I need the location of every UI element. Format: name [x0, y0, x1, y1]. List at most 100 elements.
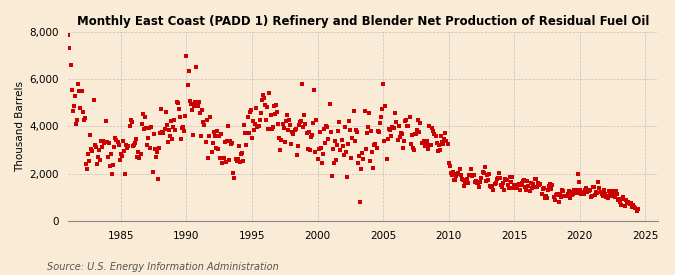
Point: [211, 146, 221, 150]
Point: [417, 141, 428, 145]
Point: [168, 124, 179, 129]
Point: [590, 192, 601, 197]
Point: [281, 113, 292, 118]
Point: [619, 204, 630, 208]
Point: [279, 139, 290, 144]
Point: [232, 159, 242, 163]
Point: [123, 144, 134, 148]
Point: [82, 167, 92, 171]
Point: [392, 138, 403, 142]
Point: [477, 170, 488, 174]
Point: [502, 183, 513, 187]
Point: [184, 69, 194, 74]
Point: [558, 189, 569, 193]
Point: [455, 173, 466, 177]
Point: [543, 188, 554, 193]
Point: [580, 188, 591, 192]
Point: [202, 118, 213, 122]
Point: [451, 174, 462, 179]
Point: [576, 189, 587, 194]
Point: [140, 115, 151, 119]
Point: [532, 184, 543, 189]
Point: [153, 176, 163, 181]
Point: [172, 101, 183, 105]
Point: [165, 119, 176, 123]
Point: [159, 127, 170, 131]
Point: [170, 128, 181, 132]
Point: [107, 171, 117, 176]
Point: [628, 203, 639, 207]
Point: [418, 139, 429, 143]
Point: [493, 171, 504, 176]
Point: [65, 63, 76, 67]
Point: [86, 147, 97, 152]
Point: [133, 149, 144, 154]
Point: [470, 178, 481, 183]
Point: [584, 188, 595, 192]
Point: [315, 146, 326, 150]
Point: [371, 146, 382, 150]
Point: [255, 110, 266, 115]
Point: [180, 114, 191, 118]
Point: [322, 125, 333, 130]
Point: [594, 186, 605, 190]
Point: [483, 178, 493, 182]
Point: [427, 126, 437, 130]
Point: [524, 189, 535, 193]
Point: [236, 152, 246, 156]
Point: [72, 118, 82, 123]
Point: [472, 181, 483, 185]
Point: [438, 142, 449, 146]
Point: [151, 155, 161, 160]
Point: [467, 172, 478, 177]
Point: [595, 189, 606, 194]
Point: [97, 145, 107, 149]
Point: [410, 132, 421, 136]
Point: [548, 195, 559, 199]
Point: [134, 156, 145, 160]
Point: [398, 146, 408, 150]
Point: [332, 143, 343, 147]
Point: [309, 88, 320, 92]
Point: [626, 201, 637, 205]
Point: [573, 172, 584, 176]
Point: [449, 178, 460, 183]
Point: [304, 148, 315, 152]
Point: [474, 185, 485, 189]
Point: [261, 118, 271, 122]
Point: [71, 122, 82, 127]
Point: [287, 130, 298, 134]
Point: [174, 115, 185, 120]
Point: [273, 122, 284, 126]
Point: [464, 173, 475, 177]
Point: [486, 185, 497, 189]
Point: [475, 180, 486, 184]
Point: [227, 141, 238, 146]
Point: [300, 122, 311, 126]
Point: [338, 152, 349, 157]
Point: [396, 132, 407, 136]
Point: [605, 192, 616, 196]
Point: [228, 171, 239, 175]
Point: [356, 167, 367, 171]
Point: [414, 130, 425, 134]
Point: [232, 157, 243, 161]
Point: [456, 177, 467, 182]
Point: [572, 191, 583, 195]
Point: [66, 88, 77, 92]
Point: [209, 134, 220, 138]
Point: [310, 149, 321, 154]
Point: [354, 153, 364, 158]
Point: [385, 128, 396, 132]
Point: [101, 140, 112, 145]
Point: [425, 143, 435, 148]
Point: [413, 117, 424, 122]
Point: [458, 184, 469, 189]
Point: [507, 175, 518, 180]
Point: [179, 128, 190, 133]
Point: [408, 148, 419, 152]
Point: [204, 134, 215, 139]
Point: [533, 181, 543, 185]
Point: [286, 142, 297, 147]
Point: [479, 165, 490, 169]
